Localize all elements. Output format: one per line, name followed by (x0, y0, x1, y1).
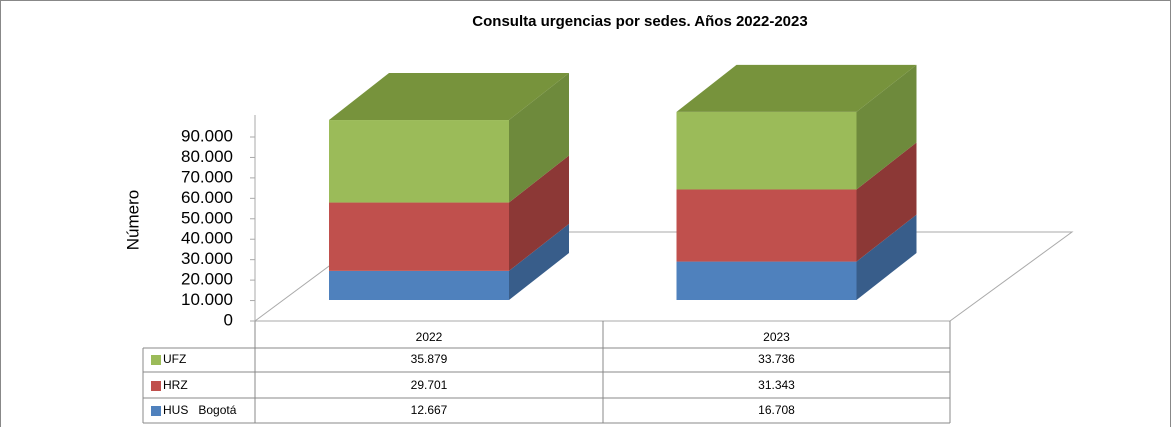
bar-segment-side (856, 64, 917, 190)
legend-swatch (151, 355, 161, 365)
chart-title: Consulta urgencias por sedes. Años 2022-… (472, 13, 807, 30)
bar-segment-side (509, 223, 569, 300)
legend-swatch (151, 406, 161, 416)
legend-label: HRZ (163, 378, 188, 392)
legend-label: UFZ (163, 352, 186, 366)
bar-segment (676, 261, 857, 300)
bar-segment-side (856, 214, 917, 300)
y-tick-label: 10.000 (181, 290, 233, 309)
legend-swatch (151, 381, 161, 391)
data-table (142, 321, 951, 424)
x-tick-label: 2023 (763, 330, 790, 344)
y-tick-label: 80.000 (181, 147, 233, 166)
table-value: 29.701 (411, 378, 448, 392)
bar-segment (329, 270, 509, 300)
y-tick-label: 70.000 (181, 167, 233, 186)
bar-segment-side (856, 142, 917, 262)
table-value: 12.667 (411, 403, 448, 417)
legend-label: HUS Bogotá (163, 403, 237, 417)
bar-segment (676, 189, 857, 262)
table-value: 33.736 (758, 352, 795, 366)
table-value: 31.343 (758, 378, 795, 392)
y-tick-label: 30.000 (181, 249, 233, 268)
y-tick-label: 90.000 (181, 126, 233, 145)
bar-segment-side (509, 73, 569, 203)
bar-segment-side (509, 155, 569, 271)
y-axis-label: Número (123, 190, 142, 250)
table-value: 16.708 (758, 403, 795, 417)
bar-top (676, 64, 917, 112)
y-tick-label: 0 (224, 310, 233, 329)
bar-segment (329, 120, 509, 203)
y-tick-label: 20.000 (181, 270, 233, 289)
bar-segment (676, 111, 857, 190)
y-tick-label: 60.000 (181, 188, 233, 207)
x-tick-label: 2022 (416, 330, 443, 344)
bar-segment (329, 202, 509, 271)
table-value: 35.879 (411, 352, 448, 366)
y-tick-label: 50.000 (181, 208, 233, 227)
y-tick-label: 40.000 (181, 229, 233, 248)
bar-top (329, 73, 569, 121)
